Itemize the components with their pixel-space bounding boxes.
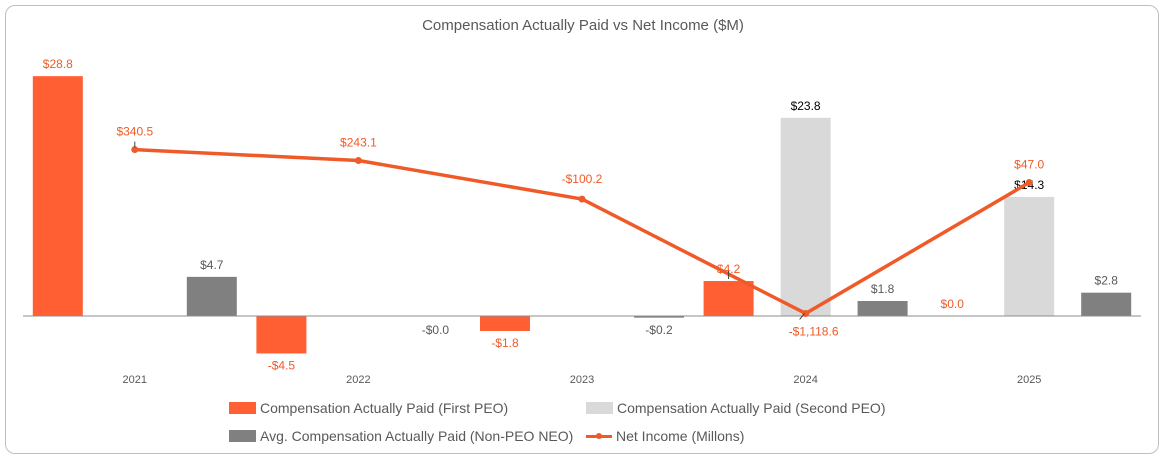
bar-label-2-2024: $1.8 xyxy=(871,282,895,296)
net-income-label-2022: $243.1 xyxy=(340,136,377,150)
bar-0-2021 xyxy=(32,76,83,316)
x-tick-label-2024: 2024 xyxy=(793,374,817,386)
bar-1-2025 xyxy=(1004,196,1055,316)
bar-label-2-2023: -$0.2 xyxy=(645,323,673,337)
legend-item-second-peo[interactable]: Compensation Actually Paid (Second PEO) xyxy=(586,400,885,416)
legend-item-non-peo-neo[interactable]: Avg. Compensation Actually Paid (Non-PEO… xyxy=(229,428,573,444)
bar-0-2023 xyxy=(480,316,530,331)
chart-frame xyxy=(5,5,1159,454)
net-income-label-2023: -$100.2 xyxy=(562,172,603,186)
net-income-point-2023 xyxy=(578,195,586,203)
net-income-point-2021 xyxy=(131,146,139,154)
bar-0-2022 xyxy=(256,316,307,354)
bar-label-0-2025: $0.0 xyxy=(941,297,965,311)
net-income-label-2024: -$1,118.6 xyxy=(789,324,839,338)
x-tick-label-2023: 2023 xyxy=(570,374,594,386)
legend-item-first-peo[interactable]: Compensation Actually Paid (First PEO) xyxy=(229,400,508,416)
bar-label-1-2024: $23.8 xyxy=(791,99,821,113)
net-income-point-2024 xyxy=(802,309,810,317)
bar-label-0-2023: -$1.8 xyxy=(491,336,519,350)
x-tick-label-2022: 2022 xyxy=(346,374,370,386)
net-income-point-2022 xyxy=(354,157,362,165)
net-income-leader-2024 xyxy=(799,313,805,320)
x-tick-label-2025: 2025 xyxy=(1017,374,1041,386)
bar-label-2-2021: $4.7 xyxy=(200,258,224,272)
legend-swatch-second-peo xyxy=(586,402,613,414)
net-income-point-2025 xyxy=(1025,179,1033,187)
bar-0-2024 xyxy=(703,281,754,316)
legend-swatch-non-peo-neo xyxy=(229,430,256,442)
bar-2-2024 xyxy=(857,301,908,316)
chart-title: Compensation Actually Paid vs Net Income… xyxy=(422,17,744,34)
legend-label-second-peo: Compensation Actually Paid (Second PEO) xyxy=(617,400,886,416)
legend-label-non-peo-neo: Avg. Compensation Actually Paid (Non-PEO… xyxy=(260,428,574,444)
x-tick-label-2021: 2021 xyxy=(123,374,147,386)
net-income-label-2025: $47.0 xyxy=(1014,158,1044,172)
bar-label-2-2025: $2.8 xyxy=(1095,274,1119,288)
bar-label-0-2022: -$4.5 xyxy=(268,358,296,372)
legend-swatch-first-peo xyxy=(229,402,256,414)
bar-2-2025 xyxy=(1081,292,1132,316)
bar-2-2023 xyxy=(634,316,684,318)
net-income-label-2021: $340.5 xyxy=(116,125,153,139)
bar-2-2021 xyxy=(186,276,237,316)
legend-label-first-peo: Compensation Actually Paid (First PEO) xyxy=(260,400,509,416)
bar-label-2-2022: -$0.0 xyxy=(422,323,450,337)
legend-label-net-income: Net Income (Millons) xyxy=(616,428,745,444)
legend-swatch-net-income xyxy=(586,431,612,441)
legend-item-net-income[interactable]: Net Income (Millons) xyxy=(586,428,744,444)
bar-1-2024 xyxy=(780,117,831,316)
bar-label-0-2021: $28.8 xyxy=(43,57,73,71)
